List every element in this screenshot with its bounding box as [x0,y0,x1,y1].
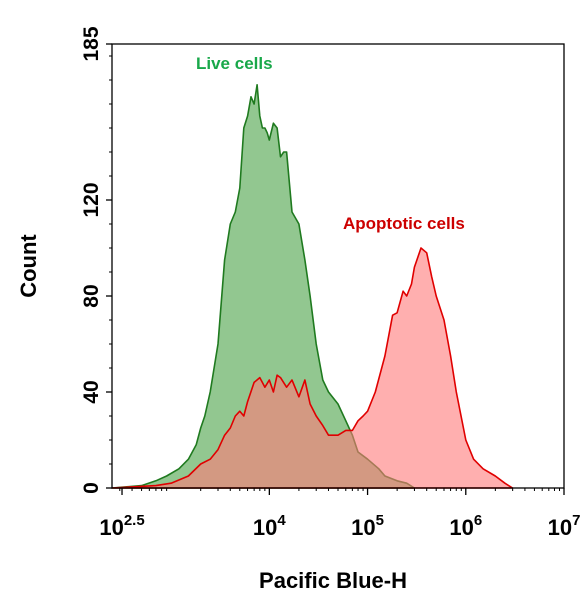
x-tick-label: 102.5 [99,512,144,540]
x-tick-label: 106 [449,512,482,540]
annotation-live-cells: Live cells [196,54,273,73]
x-tick-label: 105 [351,512,384,540]
x-axis-title: Pacific Blue-H [259,568,407,593]
y-axis-title: Count [16,234,41,298]
annotation-apoptotic-cells: Apoptotic cells [343,214,465,233]
y-tick-label: 0 [80,482,103,494]
x-tick-label: 104 [253,512,286,540]
series-area-2 [111,247,514,489]
y-tick-label: 185 [80,26,103,61]
y-tick-label: 40 [80,380,103,403]
y-tick-label: 120 [80,182,103,217]
y-tick-label: 80 [80,284,103,307]
x-tick-label: 107 [548,512,581,540]
series-layer [111,84,514,489]
tick-layer: 0 40 80 120 185 102.5 104 105 106 107 [80,26,580,540]
